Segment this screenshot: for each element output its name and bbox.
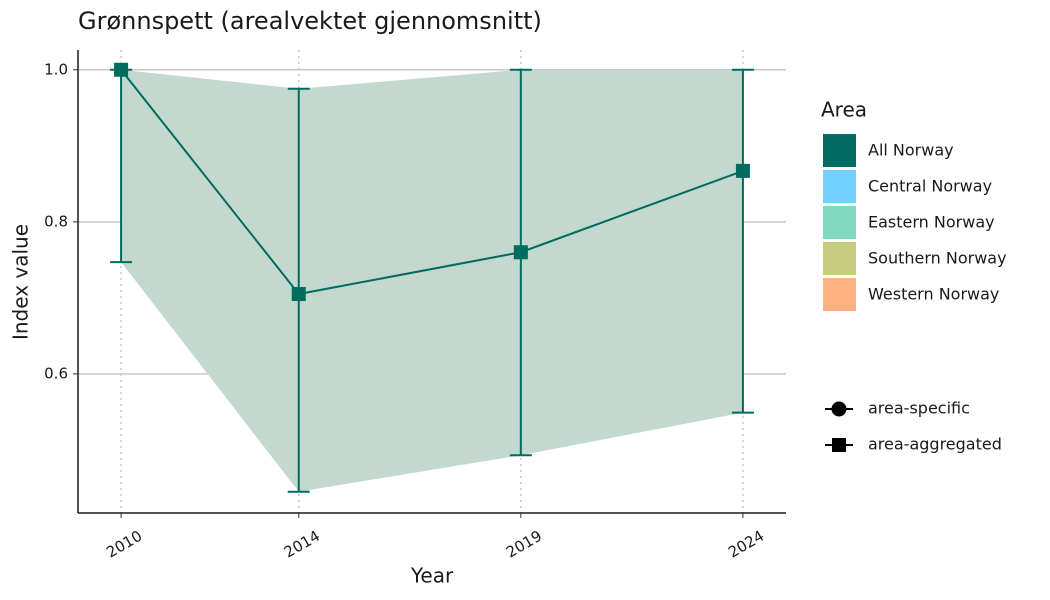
legend-swatch bbox=[823, 242, 856, 275]
legend-swatch bbox=[823, 170, 856, 203]
legend-label: Eastern Norway bbox=[868, 213, 995, 232]
x-tick-label: 2019 bbox=[503, 527, 545, 562]
y-tick-label: 0.6 bbox=[44, 364, 68, 382]
legend-key-marker bbox=[832, 438, 846, 452]
error-bar bbox=[731, 68, 754, 414]
x-axis-title: Year bbox=[410, 564, 454, 588]
legend-label: Central Norway bbox=[868, 177, 992, 196]
legend-label: area-specific bbox=[868, 399, 970, 418]
legend-label: Western Norway bbox=[868, 285, 999, 304]
x-tick-label: 2010 bbox=[103, 527, 145, 562]
legend-swatch bbox=[823, 278, 856, 311]
legend-swatch bbox=[823, 206, 856, 239]
x-tick-label: 2014 bbox=[281, 527, 323, 562]
legend-label: Southern Norway bbox=[868, 249, 1007, 268]
point bbox=[513, 245, 528, 260]
chart-title: Grønnspett (arealvektet gjennomsnitt) bbox=[78, 7, 542, 35]
point bbox=[114, 62, 129, 77]
legend-label: All Norway bbox=[868, 141, 954, 160]
legend-swatch bbox=[823, 134, 856, 167]
x-tick-label: 2024 bbox=[725, 527, 767, 562]
legend-key-marker bbox=[831, 401, 847, 417]
y-tick-label: 1.0 bbox=[44, 60, 68, 78]
point bbox=[735, 163, 750, 178]
y-tick-label: 0.8 bbox=[44, 212, 68, 230]
line bbox=[120, 69, 744, 296]
legend-title: Area bbox=[821, 98, 867, 122]
point bbox=[291, 287, 306, 302]
confidence-ribbon bbox=[121, 69, 743, 492]
legend-label: area-aggregated bbox=[868, 435, 1002, 454]
error-bar bbox=[509, 68, 532, 457]
y-axis-title: Index value bbox=[9, 224, 33, 340]
